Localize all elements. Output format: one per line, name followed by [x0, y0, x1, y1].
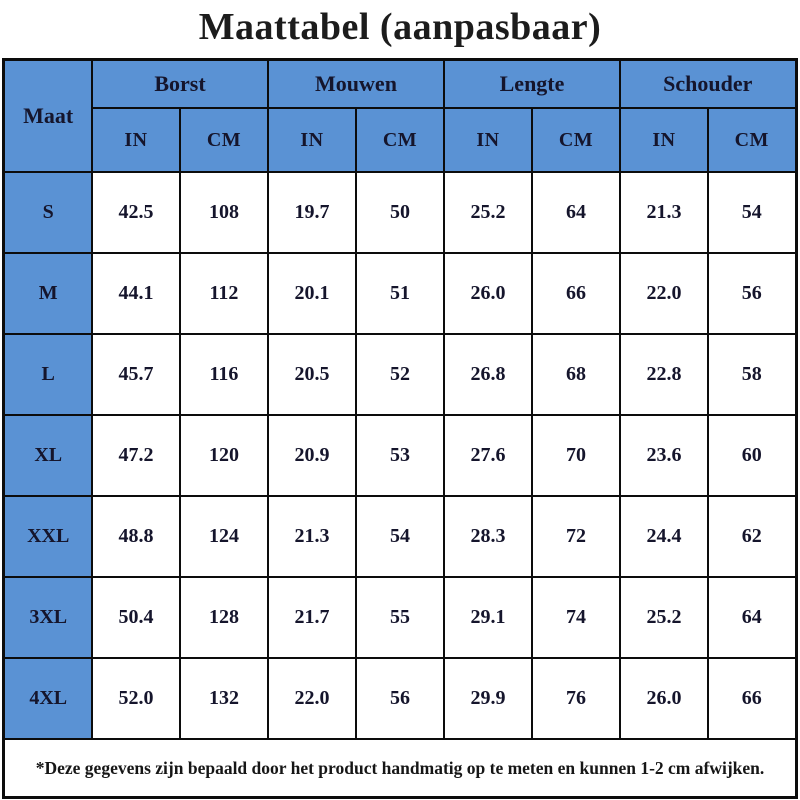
cell-value: 64: [707, 576, 798, 659]
cell-value: 42.5: [90, 171, 181, 254]
cell-value: 55: [354, 576, 446, 659]
unit-header-borst-cm: CM: [178, 107, 269, 173]
cell-value: 124: [178, 495, 269, 578]
column-header-schouder: Schouder: [619, 58, 798, 109]
column-header-mouwen: Mouwen: [266, 58, 446, 109]
cell-value: 29.1: [443, 576, 533, 659]
table-body: S 42.5 108 19.7 50 25.2 64 21.3 54 M 44.…: [2, 171, 798, 799]
cell-value: 108: [178, 171, 269, 254]
size-label: S: [2, 171, 93, 254]
cell-value: 28.3: [443, 495, 533, 578]
unit-header-lengte-cm: CM: [530, 107, 622, 173]
cell-value: 44.1: [90, 252, 181, 335]
cell-value: 22.0: [619, 252, 710, 335]
footnote-row: *Deze gegevens zijn bepaald door het pro…: [2, 738, 798, 799]
cell-value: 64: [530, 171, 622, 254]
size-table: Maat Borst Mouwen Lengte Schouder IN CM …: [2, 58, 798, 799]
cell-value: 51: [354, 252, 446, 335]
cell-value: 29.9: [443, 657, 533, 740]
cell-value: 54: [354, 495, 446, 578]
cell-value: 66: [530, 252, 622, 335]
size-label: M: [2, 252, 93, 335]
cell-value: 72: [530, 495, 622, 578]
unit-header-lengte-in: IN: [443, 107, 533, 173]
cell-value: 128: [178, 576, 269, 659]
size-label: XXL: [2, 495, 93, 578]
cell-value: 50.4: [90, 576, 181, 659]
cell-value: 66: [707, 657, 798, 740]
cell-value: 76: [530, 657, 622, 740]
cell-value: 52.0: [90, 657, 181, 740]
table-row-m: M 44.1 112 20.1 51 26.0 66 22.0 56: [2, 252, 798, 335]
cell-value: 70: [530, 414, 622, 497]
cell-value: 26.8: [443, 333, 533, 416]
table-row-3xl: 3XL 50.4 128 21.7 55 29.1 74 25.2 64: [2, 576, 798, 659]
page-title: Maattabel (aanpasbaar): [198, 6, 602, 48]
cell-value: 132: [178, 657, 269, 740]
size-label: 3XL: [2, 576, 93, 659]
cell-value: 53: [354, 414, 446, 497]
column-header-borst: Borst: [90, 58, 269, 109]
group-header-row: Maat Borst Mouwen Lengte Schouder: [2, 58, 798, 173]
column-header-lengte: Lengte: [442, 58, 622, 109]
cell-value: 20.1: [266, 252, 357, 335]
cell-value: 74: [530, 576, 622, 659]
size-label: XL: [2, 414, 93, 497]
unit-header-schouder-cm: CM: [707, 107, 798, 173]
cell-value: 22.0: [266, 657, 357, 740]
cell-value: 21.3: [619, 171, 710, 254]
size-label: 4XL: [2, 657, 93, 740]
cell-value: 112: [178, 252, 269, 335]
unit-header-row: IN CM IN CM IN CM IN CM: [4, 107, 798, 173]
cell-value: 116: [178, 333, 269, 416]
cell-value: 23.6: [619, 414, 710, 497]
cell-value: 21.7: [266, 576, 357, 659]
cell-value: 20.9: [266, 414, 357, 497]
cell-value: 120: [178, 414, 269, 497]
column-header-maat: Maat: [2, 58, 93, 173]
cell-value: 26.0: [619, 657, 710, 740]
cell-value: 26.0: [443, 252, 533, 335]
cell-value: 62: [707, 495, 798, 578]
cell-value: 48.8: [90, 495, 181, 578]
cell-value: 22.8: [619, 333, 710, 416]
cell-value: 54: [707, 171, 798, 254]
cell-value: 27.6: [443, 414, 533, 497]
cell-value: 50: [354, 171, 446, 254]
unit-header-borst-in: IN: [90, 107, 181, 173]
cell-value: 60: [707, 414, 798, 497]
cell-value: 20.5: [266, 333, 357, 416]
table-row-s: S 42.5 108 19.7 50 25.2 64 21.3 54: [2, 171, 798, 254]
cell-value: 45.7: [90, 333, 181, 416]
cell-value: 25.2: [443, 171, 533, 254]
unit-header-schouder-in: IN: [619, 107, 710, 173]
cell-value: 25.2: [619, 576, 710, 659]
unit-header-mouwen-cm: CM: [354, 107, 446, 173]
cell-value: 68: [530, 333, 622, 416]
cell-value: 19.7: [266, 171, 357, 254]
table-row-l: L 45.7 116 20.5 52 26.8 68 22.8 58: [2, 333, 798, 416]
cell-value: 21.3: [266, 495, 357, 578]
cell-value: 47.2: [90, 414, 181, 497]
cell-value: 24.4: [619, 495, 710, 578]
table-row-xl: XL 47.2 120 20.9 53 27.6 70 23.6 60: [2, 414, 798, 497]
table-header: Maat Borst Mouwen Lengte Schouder IN CM …: [2, 58, 798, 173]
table-row-4xl: 4XL 52.0 132 22.0 56 29.9 76 26.0 66: [2, 657, 798, 740]
cell-value: 56: [354, 657, 446, 740]
unit-header-mouwen-in: IN: [266, 107, 357, 173]
cell-value: 52: [354, 333, 446, 416]
footnote-text: *Deze gegevens zijn bepaald door het pro…: [2, 738, 798, 799]
cell-value: 56: [707, 252, 798, 335]
size-label: L: [2, 333, 93, 416]
table-row-xxl: XXL 48.8 124 21.3 54 28.3 72 24.4 62: [2, 495, 798, 578]
cell-value: 58: [707, 333, 798, 416]
